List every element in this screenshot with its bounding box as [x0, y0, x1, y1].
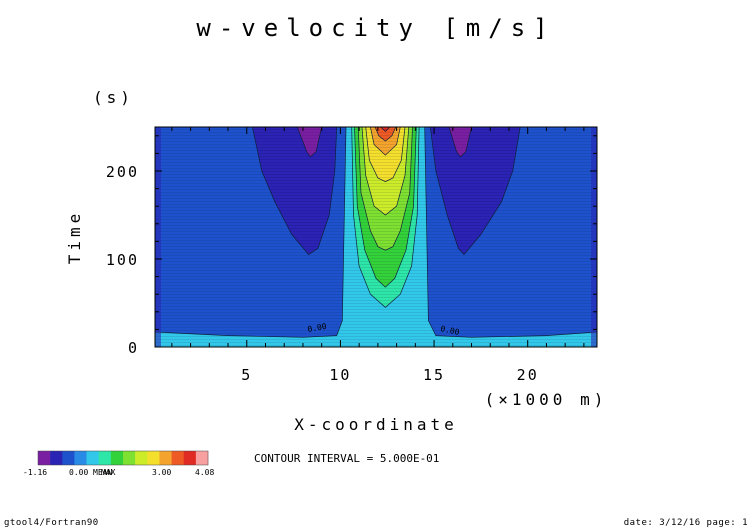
y-tick-label: 200 [106, 163, 139, 181]
chart-title: w-velocity [m/s] [196, 14, 555, 42]
colorbar-swatch [98, 451, 112, 465]
colorbar-frame [37, 450, 209, 466]
colorbar-max-label: MAX [101, 468, 116, 477]
x-tick-label: 5 [241, 366, 252, 384]
y-tick-label: 100 [106, 251, 139, 269]
x-axis-label: X-coordinate [294, 415, 458, 434]
right-edge-strip [591, 127, 597, 347]
y-unit-label: (s) [93, 88, 134, 107]
contour-label-right: 0.00 [440, 324, 461, 337]
x-tick-label: 15 [423, 366, 445, 384]
colorbar-3-label: 3.00 [152, 468, 171, 477]
colorbar-swatch [38, 451, 51, 465]
footer-right: date: 3/12/16 page: 1 [623, 518, 748, 528]
x-tick-label: 10 [329, 366, 351, 384]
colorbar-swatch [74, 451, 87, 465]
colorbar-swatch [147, 451, 160, 465]
colorbar-swatch [135, 451, 148, 465]
colorbar-swatch [159, 451, 172, 465]
contour-interval-note: CONTOUR INTERVAL = 5.000E-01 [254, 452, 439, 465]
colorbar-max-value-label: 4.08 [195, 468, 214, 477]
colorbar-swatch [123, 451, 136, 465]
footer-left: gtool4/Fortran90 [4, 518, 99, 528]
y-axis-label: Time [65, 210, 84, 265]
colorbar-mean-label: MEAN [93, 468, 112, 477]
plot-frame [154, 126, 598, 348]
contour-label-left: 0.00 [307, 322, 328, 334]
colorbar-swatch [62, 451, 75, 465]
colorbar-swatch [50, 451, 63, 465]
render-banding [155, 127, 597, 347]
colorbar-swatch [86, 451, 100, 465]
colorbar-swatch [183, 451, 197, 465]
colorbar-zero-label: 0.00 [69, 468, 88, 477]
colorbar-min-label: -1.16 [23, 468, 47, 477]
colorbar [37, 450, 209, 466]
colorbar-swatch [110, 451, 124, 465]
x-tick-label: 20 [517, 366, 539, 384]
y-tick-label: 0 [128, 339, 139, 357]
x-unit-label: (×1000 m) [485, 390, 608, 409]
colorbar-swatch [195, 451, 209, 465]
left-edge-strip [155, 127, 161, 347]
axis-ticks [155, 127, 597, 348]
colorbar-swatch [171, 451, 185, 465]
